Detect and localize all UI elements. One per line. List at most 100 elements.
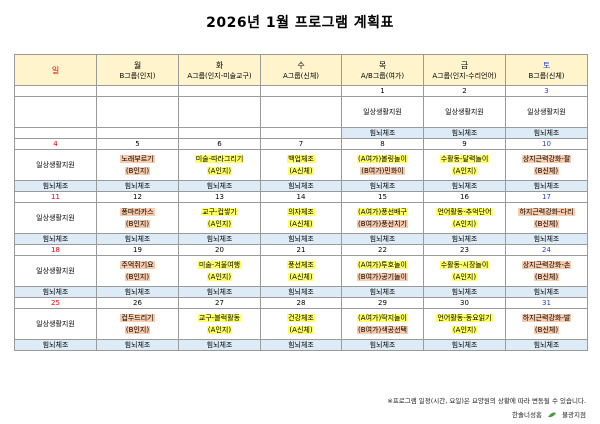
activity-label: (A신체) bbox=[288, 325, 314, 334]
activity-label: 언어활동-추억단어 bbox=[436, 207, 493, 216]
date-row: 4 5 6 7 8 9 10 bbox=[14, 138, 588, 150]
exercise-cell-sunday bbox=[14, 127, 97, 139]
activity-row: 일상생활지원 컵두드리기 (B인지) 교구-블럭활동 (A인지) 건강체조 (A신체) (A여… bbox=[14, 308, 588, 340]
weekday-header-row: 일 월 B그룹(인지) 화 A그룹(인지-미술교구) 수 A그룹(신체) 목 A/B그룹… bbox=[14, 54, 588, 86]
exercise-cell-sunday: 힘뇌체조 bbox=[14, 339, 97, 351]
activity-cell-friday: 언어활동-동요읽기 (A인지) bbox=[423, 308, 506, 340]
date-thursday: 22 bbox=[341, 244, 424, 256]
date-thursday: 8 bbox=[341, 138, 424, 150]
date-row: 11 12 13 14 15 16 17 bbox=[14, 191, 588, 203]
header-sunday: 일 bbox=[14, 54, 97, 86]
date-monday: 5 bbox=[96, 138, 179, 150]
exercise-cell-thursday: 힘뇌체조 bbox=[341, 180, 424, 192]
activity-cell-tuesday: 교구-블럭활동 (A인지) bbox=[178, 308, 261, 340]
activity-cell-sunday: 일상생활지원 bbox=[14, 255, 97, 287]
activity-label: 일상생활지원 bbox=[363, 107, 402, 116]
activity-cell-monday bbox=[96, 96, 179, 128]
activity-cell-wednesday: 건강체조 (A신체) bbox=[260, 308, 342, 340]
exercise-cell-wednesday: 힘뇌체조 bbox=[260, 233, 342, 245]
exercise-cell-saturday: 힘뇌체조 bbox=[505, 180, 588, 192]
header-monday: 월 B그룹(인지) bbox=[96, 54, 179, 86]
date-wednesday: 7 bbox=[260, 138, 342, 150]
activity-cell-friday: 언어활동-추억단어 (A인지) bbox=[423, 202, 506, 234]
activity-label: 미술-겨울여행 bbox=[197, 260, 242, 269]
activity-label: 상지근력강화-손 bbox=[521, 260, 572, 269]
exercise-cell-saturday: 힘뇌체조 bbox=[505, 233, 588, 245]
activity-cell-thursday: (A여가)투호놀이 (B여가)공기놀이 bbox=[341, 255, 424, 287]
exercise-cell-tuesday: 힘뇌체조 bbox=[178, 180, 261, 192]
date-wednesday: 21 bbox=[260, 244, 342, 256]
activity-label: (B인지) bbox=[124, 325, 151, 334]
exercise-cell-thursday: 힘뇌체조 bbox=[341, 233, 424, 245]
activity-cell-sunday bbox=[14, 96, 97, 128]
exercise-cell-friday: 힘뇌체조 bbox=[423, 286, 506, 298]
activity-row: 일상생활지원 퐁마라카스 (B인지) 교구-컵쌓기 (A인지) 의자체조 (A신체) (A여가… bbox=[14, 202, 588, 234]
activity-label: 백업체조 bbox=[287, 154, 315, 163]
exercise-cell-monday: 힘뇌체조 bbox=[96, 233, 179, 245]
activity-label: 언어활동-동요읽기 bbox=[436, 313, 493, 322]
date-saturday: 10 bbox=[505, 138, 588, 150]
exercise-cell-sunday: 힘뇌체조 bbox=[14, 233, 97, 245]
header-thursday: 목 A/B그룹(여가) bbox=[341, 54, 424, 86]
activity-cell-thursday: (A여가)풍선배구 (B여가)풍선치기 bbox=[341, 202, 424, 234]
date-friday: 23 bbox=[423, 244, 506, 256]
activity-label: 풍선체조 bbox=[287, 260, 315, 269]
activity-cell-monday: 퐁마라카스 (B인지) bbox=[96, 202, 179, 234]
activity-label: 의자체조 bbox=[287, 207, 315, 216]
activity-label: 하지근력강화-다리 bbox=[518, 207, 575, 216]
exercise-cell-monday bbox=[96, 127, 179, 139]
activity-label: (B여가)민화이 bbox=[360, 166, 405, 175]
activity-label: 미술-따라그리기 bbox=[194, 154, 245, 163]
activity-label: 컵두드리기 bbox=[120, 313, 155, 322]
date-friday: 30 bbox=[423, 297, 506, 309]
activity-label: (B인지) bbox=[124, 166, 151, 175]
activity-label: (A인지) bbox=[206, 325, 233, 334]
activity-label: (B여가)풍선치기 bbox=[357, 219, 408, 228]
leaf-logo-icon bbox=[547, 412, 557, 418]
activity-label: 수활동-달력놀이 bbox=[439, 154, 490, 163]
exercise-cell-saturday: 힘뇌체조 bbox=[505, 127, 588, 139]
activity-label: (B여가)공기놀이 bbox=[357, 272, 408, 281]
activity-label: (A신체) bbox=[288, 272, 314, 281]
activity-label: (B여가)색공선택 bbox=[357, 325, 408, 334]
activity-label: (A신체) bbox=[288, 166, 314, 175]
activity-label: 일상생활지원 bbox=[36, 213, 75, 222]
activity-cell-tuesday: 교구-컵쌓기 (A인지) bbox=[178, 202, 261, 234]
activity-cell-thursday: 일상생활지원 bbox=[341, 96, 424, 128]
activity-cell-wednesday: 의자체조 (A신체) bbox=[260, 202, 342, 234]
date-friday: 16 bbox=[423, 191, 506, 203]
exercise-row: 힘뇌체조 힘뇌체조 힘뇌체조 힘뇌체조 힘뇌체조 힘뇌체조 힘뇌체조 bbox=[14, 180, 588, 192]
activity-cell-saturday: 일상생활지원 bbox=[505, 96, 588, 128]
activity-label: (A여가)투호놀이 bbox=[357, 260, 408, 269]
activity-label: 수활동-시장놀이 bbox=[439, 260, 490, 269]
exercise-cell-saturday: 힘뇌체조 bbox=[505, 286, 588, 298]
activity-label: 하지근력강화-발 bbox=[521, 313, 572, 322]
program-calendar: 일 월 B그룹(인지) 화 A그룹(인지-미술교구) 수 A그룹(신체) 목 A/B그룹… bbox=[14, 54, 588, 351]
exercise-cell-wednesday: 힘뇌체조 bbox=[260, 286, 342, 298]
date-friday: 2 bbox=[423, 85, 506, 97]
exercise-row: 힘뇌체조 힘뇌체조 힘뇌체조 힘뇌체조 힘뇌체조 힘뇌체조 힘뇌체조 bbox=[14, 286, 588, 298]
activity-label: 건강체조 bbox=[287, 313, 315, 322]
date-sunday: 11 bbox=[14, 191, 97, 203]
activity-cell-saturday: 하지근력강화-발 (B신체) bbox=[505, 308, 588, 340]
activity-label: 노래부르기 bbox=[120, 154, 155, 163]
activity-cell-sunday: 일상생활지원 bbox=[14, 308, 97, 340]
header-friday: 금 A그룹(인지-수리언어) bbox=[423, 54, 506, 86]
header-saturday: 토 B그룹(신체) bbox=[505, 54, 588, 86]
activity-label: (A여가)딱지놀이 bbox=[357, 313, 408, 322]
activity-label: 교구-컵쌓기 bbox=[201, 207, 238, 216]
exercise-row: 힘뇌체조 힘뇌체조 힘뇌체조 힘뇌체조 힘뇌체조 힘뇌체조 힘뇌체조 bbox=[14, 339, 588, 351]
exercise-cell-tuesday: 힘뇌체조 bbox=[178, 286, 261, 298]
exercise-cell-thursday: 힘뇌체조 bbox=[341, 127, 424, 139]
date-saturday: 17 bbox=[505, 191, 588, 203]
activity-label: 교구-블럭활동 bbox=[197, 313, 242, 322]
activity-cell-monday: 주먹쥐기요 (B인지) bbox=[96, 255, 179, 287]
activity-label: (A인지) bbox=[451, 219, 478, 228]
activity-label: (B인지) bbox=[124, 219, 151, 228]
activity-cell-wednesday: 백업체조 (A신체) bbox=[260, 149, 342, 181]
activity-label: 주먹쥐기요 bbox=[120, 260, 155, 269]
brand-name: 한솔너성홈 bbox=[512, 411, 542, 419]
exercise-cell-wednesday: 힘뇌체조 bbox=[260, 180, 342, 192]
exercise-cell-wednesday bbox=[260, 127, 342, 139]
header-tuesday: 화 A그룹(인지-미술교구) bbox=[178, 54, 261, 86]
